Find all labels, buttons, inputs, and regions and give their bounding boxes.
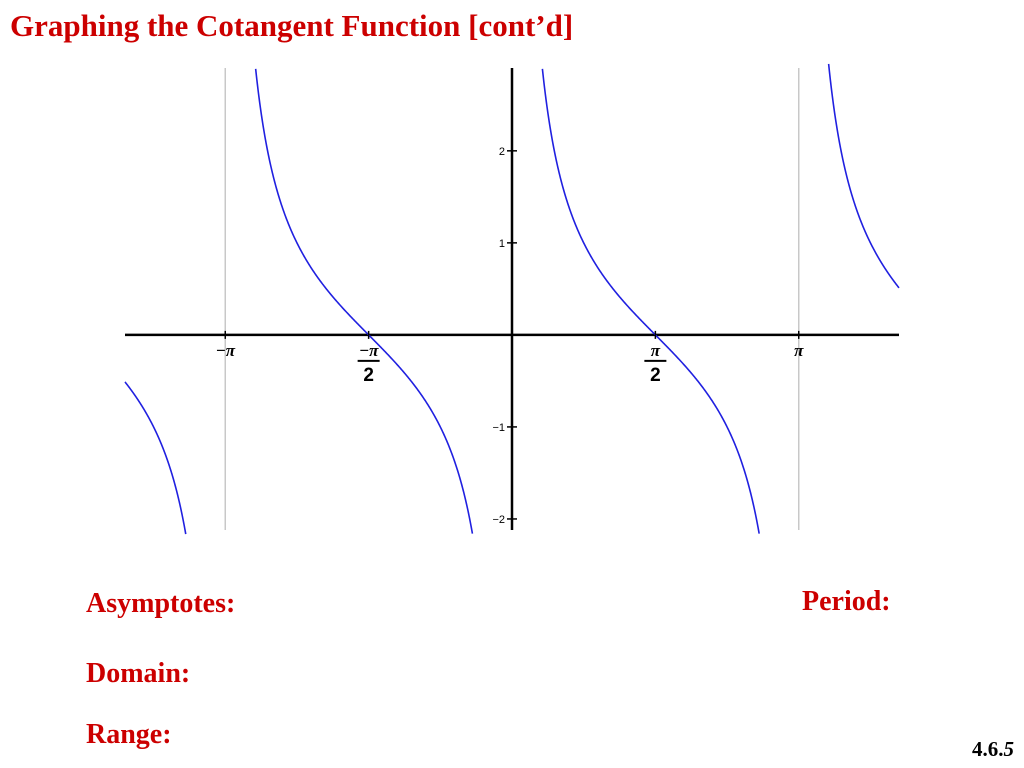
y-tick-label: −2 bbox=[492, 514, 505, 526]
x-tick-label: −π bbox=[215, 341, 235, 360]
tick-labels: −2 −1 1 2 −π −π 2 π 2 π bbox=[215, 146, 804, 526]
slide-number: 4.6.5 bbox=[972, 737, 1014, 762]
x-tick-denominator: 2 bbox=[363, 365, 374, 386]
slide-number-main: 4.6. bbox=[972, 737, 1004, 761]
cot-branch bbox=[254, 68, 474, 534]
y-tick-label: 2 bbox=[499, 146, 505, 158]
cot-branch bbox=[827, 63, 900, 289]
y-tick-label: 1 bbox=[499, 238, 505, 250]
y-tick-label: −1 bbox=[492, 422, 505, 434]
x-tick-label: π bbox=[794, 341, 804, 360]
asymptotes-label: Asymptotes: bbox=[86, 588, 236, 619]
x-tick-denominator: 2 bbox=[650, 365, 661, 386]
page-title: Graphing the Cotangent Function [cont’d] bbox=[10, 8, 574, 43]
slide-number-last: 5 bbox=[1003, 737, 1015, 761]
domain-label: Domain: bbox=[86, 658, 191, 689]
x-tick-label: −π bbox=[359, 341, 379, 360]
period-label: Period: bbox=[802, 586, 891, 617]
asymptote-lines bbox=[224, 68, 800, 530]
cotangent-curve bbox=[124, 63, 900, 535]
cot-branch bbox=[541, 68, 760, 534]
range-label: Range: bbox=[86, 719, 172, 750]
x-tick-label: π bbox=[651, 341, 661, 360]
axes bbox=[125, 68, 899, 530]
cot-branch bbox=[124, 381, 187, 535]
